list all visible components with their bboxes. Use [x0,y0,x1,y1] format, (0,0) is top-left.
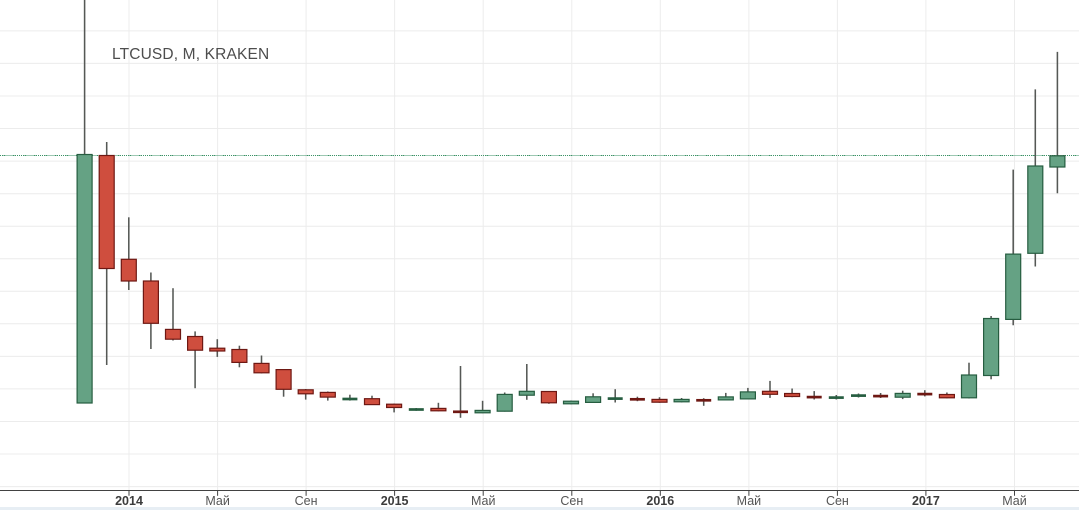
svg-text:Сен: Сен [560,494,583,508]
svg-text:2015: 2015 [381,494,409,508]
svg-text:LTCUSD, M, KRAKEN: LTCUSD, M, KRAKEN [112,46,269,63]
svg-text:Сен: Сен [295,494,318,508]
svg-text:Май: Май [1002,494,1027,508]
svg-text:2014: 2014 [115,494,143,508]
svg-text:Май: Май [205,494,230,508]
svg-text:Май: Май [471,494,496,508]
svg-text:Май: Май [737,494,762,508]
svg-text:2017: 2017 [912,494,940,508]
svg-text:2016: 2016 [646,494,674,508]
svg-text:Сен: Сен [826,494,849,508]
